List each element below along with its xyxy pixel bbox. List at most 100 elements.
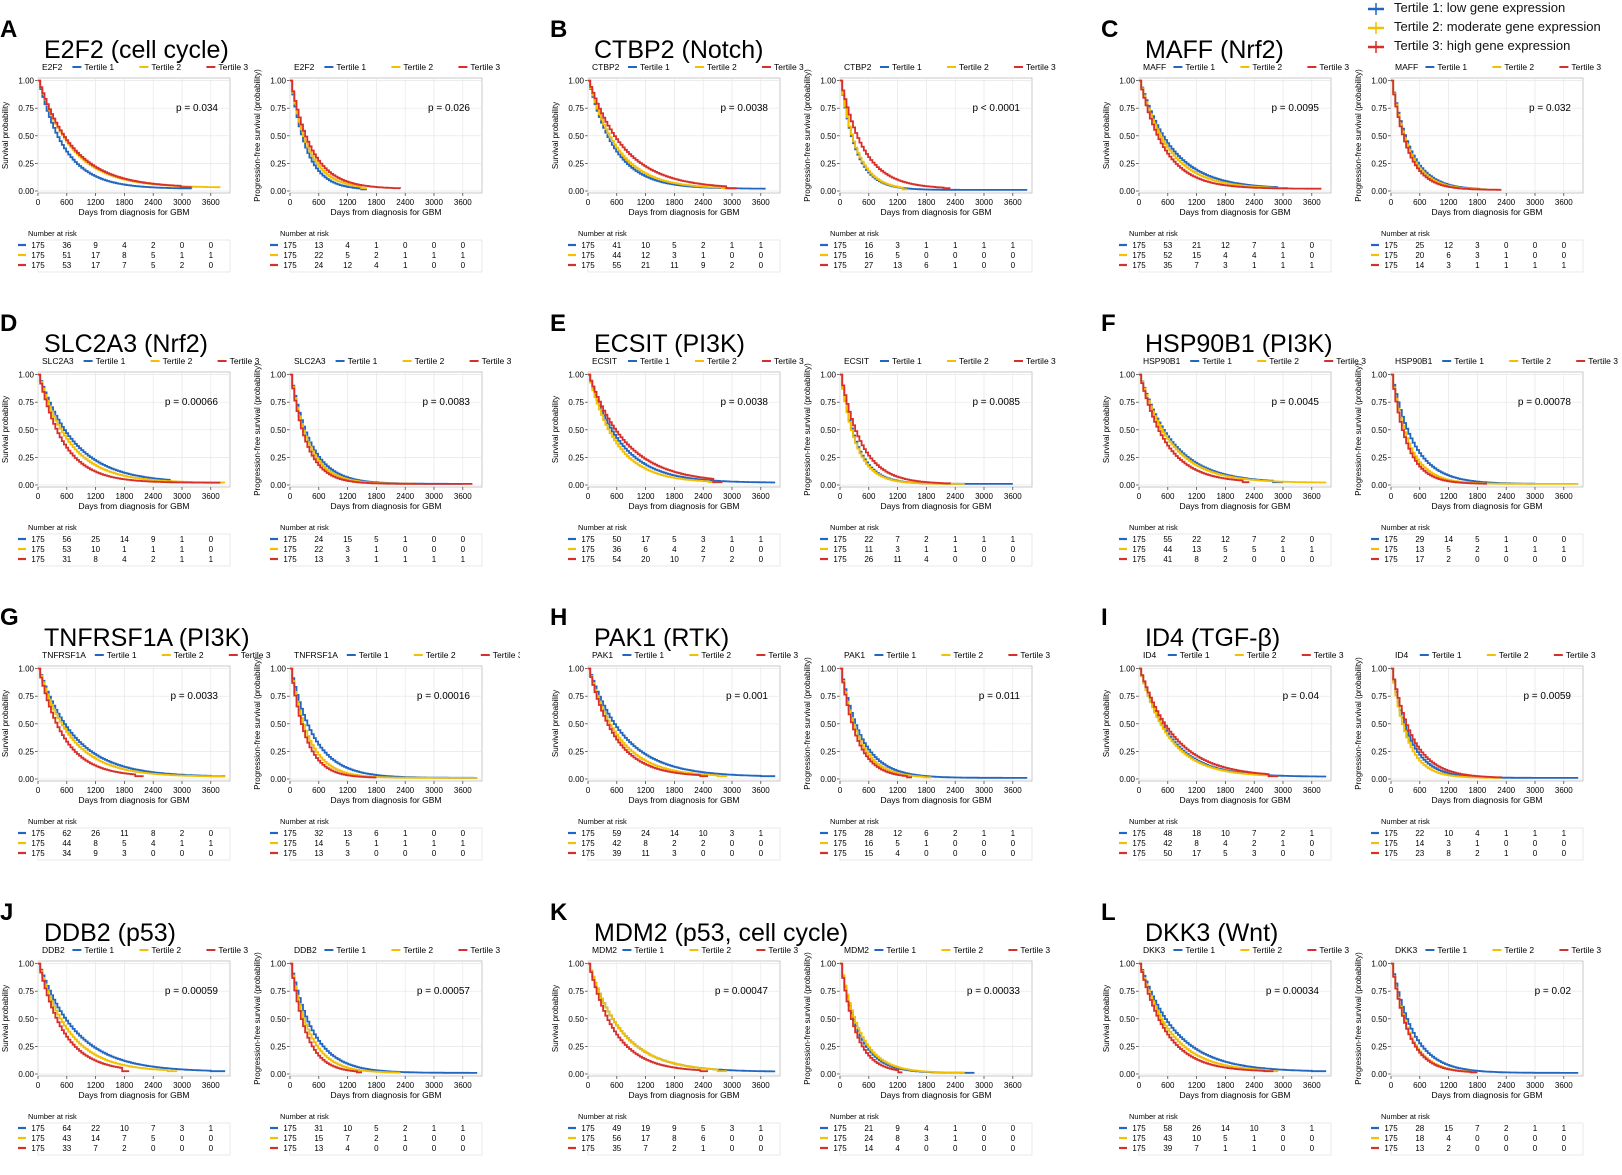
- strata-legend-label: Tertile 2: [1269, 356, 1299, 366]
- km-curve-tertile-3: [1139, 373, 1250, 484]
- legend-swatch-tertile-3: [1368, 41, 1384, 53]
- risk-count: 23: [1415, 849, 1424, 858]
- risk-count: 175: [581, 839, 595, 848]
- risk-count: 0: [1011, 555, 1016, 564]
- panel-title: PAK1 (RTK): [594, 624, 730, 652]
- risk-count: 7: [1194, 1144, 1199, 1153]
- x-tick-label: 1200: [87, 1081, 105, 1090]
- x-tick-label: 1800: [1217, 198, 1235, 207]
- risk-count: 53: [62, 545, 71, 554]
- y-axis-label: Survival probability: [1102, 102, 1111, 169]
- km-curves: [588, 373, 776, 484]
- km-curve-tertile-2: [290, 962, 401, 1074]
- risk-count: 41: [612, 241, 621, 250]
- risk-count: 1: [432, 1124, 437, 1133]
- risk-count: 175: [1132, 535, 1146, 544]
- risk-count: 0: [180, 849, 185, 858]
- risk-count: 62: [62, 829, 71, 838]
- km-curve-tertile-2: [1139, 79, 1283, 190]
- p-value-label: p = 0.00033: [967, 986, 1021, 997]
- strata-legend: ID4 Tertile 1 Tertile 2 Tertile 3: [1395, 650, 1596, 660]
- x-axis-label: Days from diagnosis for GBM: [1431, 501, 1542, 511]
- risk-count: 17: [91, 261, 100, 270]
- panel-g: G TNFRSF1A (PI3K) TNFRSF1A Tertile 1 Tertile…: [0, 590, 520, 880]
- risk-count: 1: [180, 555, 185, 564]
- x-tick-label: 0: [36, 786, 41, 795]
- x-tick-label: 1800: [1217, 1081, 1235, 1090]
- strata-legend: HSP90B1 Tertile 1 Tertile 2 Tertile 3: [1143, 356, 1366, 366]
- p-value-label: p = 0.00034: [1266, 986, 1320, 997]
- risk-count: 1: [1310, 829, 1315, 838]
- x-tick-label: 3600: [454, 492, 472, 501]
- risk-count: 0: [1310, 839, 1315, 848]
- x-tick-label: 3600: [1303, 198, 1321, 207]
- risk-count: 0: [730, 1134, 735, 1143]
- risk-count: 1: [759, 241, 764, 250]
- p-value-label: p = 0.00066: [165, 397, 219, 408]
- x-tick-label: 600: [1161, 198, 1175, 207]
- km-curves: [1391, 667, 1579, 779]
- strata-legend-gene: ECSIT: [592, 356, 617, 366]
- x-tick-label: 0: [1389, 786, 1394, 795]
- risk-count: 1: [180, 251, 185, 260]
- risk-count: 0: [1281, 555, 1286, 564]
- risk-count: 7: [345, 1134, 350, 1143]
- risk-count: 175: [1384, 555, 1398, 564]
- risk-count: 0: [1281, 849, 1286, 858]
- risk-count: 22: [314, 545, 323, 554]
- risk-count: 3: [730, 1124, 735, 1133]
- strata-legend-label: Tertile 3: [218, 945, 248, 955]
- km-curves: [840, 962, 975, 1074]
- risk-count: 7: [701, 555, 706, 564]
- strata-legend-label: Tertile 2: [426, 650, 456, 660]
- risk-count: 64: [62, 1124, 71, 1133]
- p-value-label: p = 0.0038: [720, 397, 768, 408]
- x-tick-label: 0: [1137, 198, 1142, 207]
- strata-legend-label: Tertile 3: [493, 650, 520, 660]
- risk-count: 6: [1446, 251, 1451, 260]
- y-tick-label: 0.25: [568, 159, 584, 168]
- risk-table-frame: [1138, 1122, 1332, 1156]
- risk-count: 175: [283, 1144, 297, 1153]
- risk-count: 175: [833, 1134, 847, 1143]
- risk-count: 17: [91, 251, 100, 260]
- risk-count: 1: [1562, 1124, 1567, 1133]
- risk-count: 0: [982, 555, 987, 564]
- risk-count: 1: [374, 545, 379, 554]
- panel-chart-svg: PAK1 Tertile 1 Tertile 2 Tertile 3 0.00 0.25 0…: [551, 650, 1050, 861]
- p-value-label: p = 0.0059: [1523, 691, 1571, 702]
- y-tick-label: 0.75: [1119, 104, 1135, 113]
- strata-legend-gene: E2F2: [42, 62, 63, 72]
- risk-table-frame: [37, 827, 231, 861]
- risk-count: 7: [1194, 261, 1199, 270]
- risk-count: 8: [151, 829, 156, 838]
- x-tick-label: 1200: [889, 198, 907, 207]
- risk-count: 1: [924, 241, 929, 250]
- risk-count: 175: [581, 545, 595, 554]
- risk-count: 1: [1504, 535, 1509, 544]
- x-tick-label: 0: [1137, 492, 1142, 501]
- risk-count: 10: [1192, 1134, 1201, 1143]
- x-tick-label: 3600: [1303, 1081, 1321, 1090]
- strata-legend-label: Tertile 2: [174, 650, 204, 660]
- strata-legend-label: Tertile 1: [84, 62, 114, 72]
- panel-chart-svg: HSP90B1 Tertile 1 Tertile 2 Tertile 3 0.00 0.…: [1102, 356, 1618, 567]
- risk-count: 9: [701, 261, 706, 270]
- x-tick-label: 1200: [637, 198, 655, 207]
- y-tick-label: 0.75: [270, 692, 286, 701]
- km-plot-os: MDM2 Tertile 1 Tertile 2 Tertile 3 0.00 0.25 0…: [551, 945, 798, 1156]
- strata-legend: HSP90B1 Tertile 1 Tertile 2 Tertile 3: [1395, 356, 1618, 366]
- risk-count: 7: [895, 535, 900, 544]
- risk-count: 6: [924, 829, 929, 838]
- y-axis-label: Progression-free survival (probability): [253, 952, 262, 1085]
- x-tick-label: 2400: [144, 786, 162, 795]
- risk-count: 0: [403, 545, 408, 554]
- risk-table-title: Number at risk: [1129, 817, 1178, 826]
- strata-legend-label: Tertile 3: [1571, 62, 1601, 72]
